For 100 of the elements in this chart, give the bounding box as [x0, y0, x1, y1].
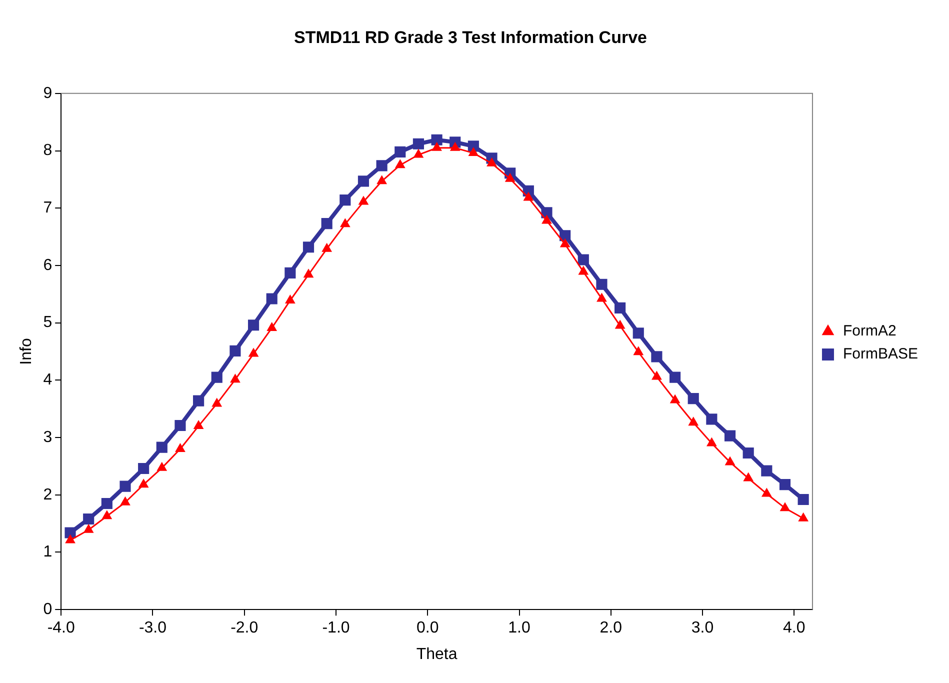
point: [560, 238, 570, 248]
point: [266, 293, 278, 304]
point: [652, 371, 662, 380]
y-tick-label: 3: [43, 428, 52, 446]
point: [376, 160, 388, 172]
point: [322, 244, 332, 252]
point: [83, 513, 94, 525]
point: [84, 524, 94, 533]
x-tick-label: 3.0: [691, 620, 714, 637]
point: [450, 142, 460, 151]
x-tick-label: 1.0: [508, 620, 530, 637]
point: [64, 527, 76, 538]
point: [101, 498, 112, 510]
point: [725, 456, 735, 466]
point: [230, 345, 241, 356]
point: [524, 192, 534, 201]
point: [761, 465, 772, 476]
y-tick-label: 1: [43, 544, 52, 561]
point: [651, 351, 662, 362]
point: [744, 473, 753, 482]
point: [596, 278, 608, 290]
point: [487, 158, 496, 166]
point: [634, 346, 644, 356]
point: [578, 254, 589, 266]
point: [724, 430, 736, 442]
point: [174, 420, 186, 432]
point: [302, 242, 314, 253]
point: [798, 494, 809, 506]
point: [541, 207, 552, 218]
x-tick-label: 0.0: [416, 620, 439, 637]
point: [779, 479, 791, 490]
point: [688, 417, 698, 426]
point: [505, 174, 515, 182]
point: [377, 176, 386, 184]
point: [394, 146, 406, 158]
point: [102, 510, 112, 520]
point: [358, 196, 368, 205]
y-tick-label: 6: [43, 256, 52, 274]
point: [522, 185, 534, 196]
point: [395, 160, 405, 168]
point: [614, 302, 626, 314]
point: [431, 134, 442, 146]
point: [780, 502, 790, 512]
point: [248, 348, 258, 357]
x-tick-label: -4.0: [47, 620, 75, 637]
point: [670, 372, 681, 383]
point: [193, 395, 204, 406]
chart-title: STMD11 RD Grade 3 Test Information Curve: [294, 28, 647, 47]
point: [762, 488, 772, 497]
point: [688, 392, 699, 404]
point: [157, 462, 167, 471]
point: [615, 320, 625, 329]
point: [468, 148, 478, 156]
point: [284, 267, 296, 278]
point: [138, 462, 150, 474]
point: [706, 414, 718, 425]
point: [468, 140, 479, 152]
point: [412, 138, 424, 150]
point: [542, 215, 552, 224]
point: [212, 398, 222, 407]
y-tick-label: 9: [43, 84, 52, 102]
point: [742, 447, 754, 459]
y-tick-label: 8: [43, 142, 52, 160]
point: [670, 395, 680, 404]
point: [211, 372, 222, 383]
point: [597, 293, 606, 302]
x-tick-label: -2.0: [230, 620, 258, 637]
point: [340, 194, 351, 206]
point: [798, 513, 808, 522]
point: [304, 269, 314, 278]
y-axis-title: Info: [18, 338, 36, 365]
x-tick-label: -3.0: [138, 620, 167, 637]
point: [321, 218, 332, 230]
point: [230, 374, 240, 383]
y-tick-label: 4: [43, 372, 52, 389]
point: [286, 295, 295, 304]
point: [248, 320, 260, 331]
x-axis-title: Theta: [416, 646, 458, 663]
point: [707, 438, 716, 446]
point: [560, 230, 571, 242]
point: [340, 218, 350, 228]
point: [120, 497, 130, 506]
point: [432, 142, 442, 151]
x-tick-label: 2.0: [600, 620, 622, 637]
point: [138, 479, 148, 488]
point: [156, 442, 168, 453]
legend-label: FormBASE: [842, 346, 918, 363]
y-tick-label: 5: [43, 314, 52, 332]
point: [66, 534, 75, 544]
legend-label: FormA2: [842, 322, 896, 340]
x-tick-label: -1.0: [322, 620, 350, 637]
y-tick-label: 2: [43, 486, 52, 504]
point: [267, 322, 276, 331]
x-tick-label: 4.0: [783, 620, 806, 637]
point: [414, 150, 424, 158]
point: [194, 420, 204, 430]
point: [632, 328, 644, 339]
y-tick-label: 7: [43, 200, 52, 217]
point: [176, 444, 185, 452]
y-tick-label: 0: [43, 601, 52, 618]
